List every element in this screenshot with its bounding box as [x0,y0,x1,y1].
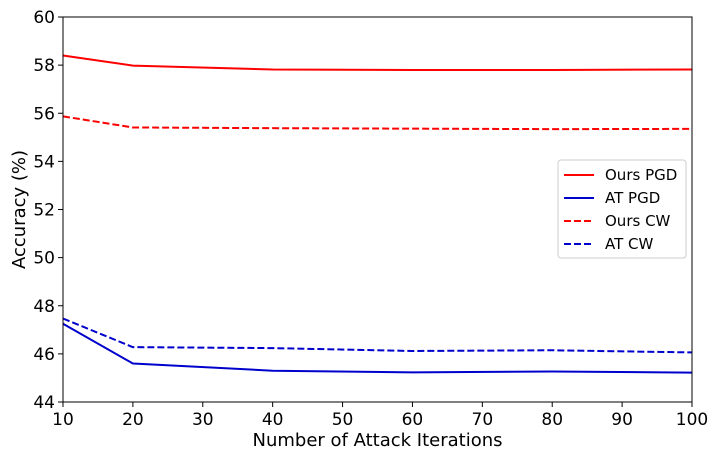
legend-label: AT CW [605,235,654,253]
x-tick-label: 90 [611,410,633,430]
y-tick-label: 46 [33,345,55,365]
legend-label: AT PGD [605,189,660,207]
x-tick-label: 100 [676,410,708,430]
series-line-ours-cw [62,115,693,131]
legend-label: Ours PGD [605,166,677,184]
ticks-layer: 10 20 30 40 50 60 70 80 90 100 44 46 48 50 52 54 56 58 60 [33,8,708,430]
x-tick-label: 30 [192,410,214,430]
y-tick-label: 56 [33,104,55,124]
y-tick-label: 54 [33,152,55,172]
series-line-ours-pgd [62,54,693,71]
y-tick-label: 58 [33,56,55,76]
y-tick-label: 44 [33,393,55,413]
series-line-at-cw [62,317,693,354]
x-tick-label: 40 [262,410,284,430]
legend-label: Ours CW [605,212,671,230]
x-tick-label: 70 [472,410,494,430]
y-tick-label: 60 [33,8,55,28]
y-tick-label: 48 [33,297,55,317]
x-tick-label: 60 [402,410,424,430]
y-tick-label: 52 [33,201,55,221]
series-line-at-pgd [62,322,693,374]
x-tick-label: 10 [52,410,74,430]
y-tick-label: 50 [33,249,55,269]
x-axis-label: Number of Attack Iterations [252,430,502,451]
legend-box [557,159,687,259]
x-tick-label: 20 [122,410,144,430]
x-tick-label: 80 [541,410,563,430]
series-layer [62,54,693,374]
legend: Ours PGD AT PGD Ours CW AT CW [557,159,687,259]
y-axis-label: Accuracy (%) [9,150,30,269]
x-tick-label: 50 [332,410,354,430]
